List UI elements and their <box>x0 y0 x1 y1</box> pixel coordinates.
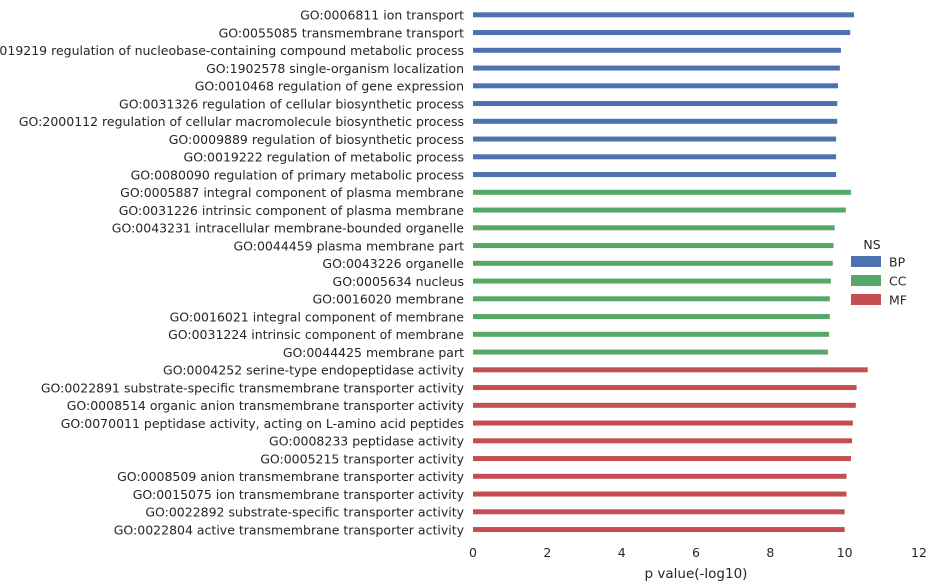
bar-mf <box>473 509 845 515</box>
category-label: GO:0004252 serine-type endopeptidase act… <box>163 363 465 378</box>
category-label: GO:0019219 regulation of nucleobase-cont… <box>0 43 464 58</box>
bar-bp <box>473 136 837 142</box>
x-tick-label: 8 <box>766 545 774 560</box>
category-label: GO:0008514 organic anion transmembrane t… <box>67 398 465 413</box>
bar-bp <box>473 154 837 160</box>
category-label: GO:0043226 organelle <box>322 256 464 271</box>
category-label: GO:0005634 nucleus <box>333 274 464 289</box>
bar-bp <box>473 30 851 36</box>
category-label: GO:0015075 ion transmembrane transporter… <box>133 487 465 502</box>
bar-cc <box>473 260 833 266</box>
category-label: GO:1902578 single-organism localization <box>206 61 464 76</box>
bar-bp <box>473 65 840 71</box>
x-tick-label: 10 <box>837 545 853 560</box>
x-tick-label: 4 <box>618 545 626 560</box>
x-axis-ticks: 0 2 4 6 8 10 12 <box>469 545 927 560</box>
bar-bp <box>473 101 838 107</box>
bar-mf <box>473 367 868 373</box>
x-axis-title: p value(-log10) <box>645 566 748 582</box>
bar-mf <box>473 402 856 408</box>
legend-title: NS <box>863 237 880 252</box>
category-label: GO:0055085 transmembrane transport <box>219 25 465 40</box>
category-label: GO:0070011 peptidase activity, acting on… <box>61 416 464 431</box>
category-label: GO:0006811 ion transport <box>300 8 464 23</box>
legend-label-bp: BP <box>889 255 906 270</box>
bar-mf <box>473 456 851 462</box>
legend-label-cc: CC <box>889 274 907 289</box>
category-labels: GO:0006811 ion transport GO:0055085 trans… <box>0 8 465 538</box>
legend-swatch-bp <box>851 256 881 267</box>
bar-mf <box>473 420 853 426</box>
legend-label-mf: MF <box>889 293 907 308</box>
bar-bp <box>473 83 838 89</box>
category-label: GO:0044425 membrane part <box>283 345 464 360</box>
category-label: GO:0019222 regulation of metabolic proce… <box>184 150 464 165</box>
bar-mf <box>473 438 853 444</box>
x-tick-label: 2 <box>543 545 551 560</box>
legend: NS BP CC MF <box>851 237 907 308</box>
bar-bp <box>473 12 854 18</box>
x-tick-label: 12 <box>911 545 927 560</box>
category-label: GO:0008509 anion transmembrane transport… <box>117 469 464 484</box>
bar-mf <box>473 385 857 391</box>
category-label: GO:0008233 peptidase activity <box>269 434 465 449</box>
bar-bp <box>473 47 841 53</box>
bar-cc <box>473 243 834 249</box>
bar-mf <box>473 491 847 497</box>
category-label: GO:0022891 substrate-specific transmembr… <box>41 380 465 395</box>
legend-swatch-cc <box>851 275 881 286</box>
x-tick-label: 0 <box>469 545 477 560</box>
bar-cc <box>473 278 831 284</box>
bar-bp <box>473 172 837 178</box>
bar-cc <box>473 349 828 355</box>
bar-cc <box>473 189 851 195</box>
x-tick-label: 6 <box>692 545 700 560</box>
bars-layer <box>473 12 868 533</box>
bar-cc <box>473 225 835 231</box>
category-label: GO:0044459 plasma membrane part <box>233 238 464 253</box>
category-label: GO:0010468 regulation of gene expression <box>195 79 464 94</box>
bar-mf <box>473 527 845 533</box>
bar-cc <box>473 207 846 213</box>
bar-mf <box>473 473 847 479</box>
category-label: GO:0016020 membrane <box>312 292 464 307</box>
category-label: GO:0005215 transporter activity <box>260 451 464 466</box>
category-label: GO:0080090 regulation of primary metabol… <box>131 167 464 182</box>
category-label: GO:2000112 regulation of cellular macrom… <box>19 114 464 129</box>
category-label: GO:0009889 regulation of biosynthetic pr… <box>169 132 464 147</box>
category-label: GO:0022892 substrate-specific transporte… <box>145 505 464 520</box>
category-label: GO:0031226 intrinsic component of plasma… <box>119 203 465 218</box>
bar-cc <box>473 296 830 302</box>
category-label: GO:0005887 integral component of plasma … <box>120 185 464 200</box>
bar-cc <box>473 331 830 337</box>
bar-cc <box>473 314 830 320</box>
legend-swatch-mf <box>851 294 881 305</box>
bar-bp <box>473 118 838 124</box>
category-label: GO:0016021 integral component of membran… <box>170 309 465 324</box>
category-label: GO:0043231 intracellular membrane-bounde… <box>112 221 465 236</box>
category-label: GO:0022804 active transmembrane transpor… <box>114 522 465 537</box>
category-label: GO:0031326 regulation of cellular biosyn… <box>119 96 464 111</box>
category-label: GO:0031224 intrinsic component of membra… <box>168 327 464 342</box>
